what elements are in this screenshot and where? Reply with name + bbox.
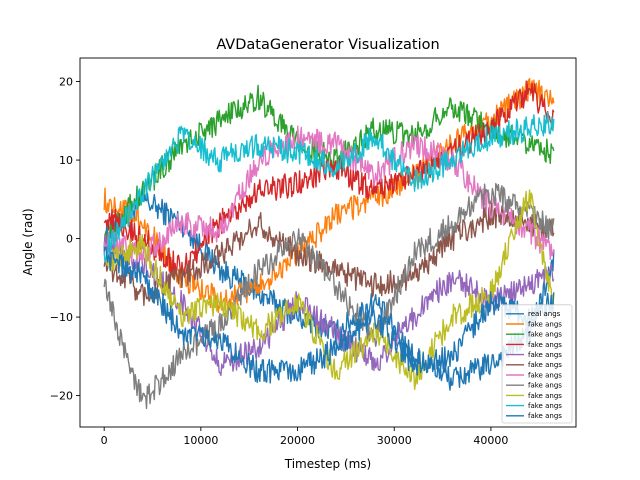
chart-title: AVDataGenerator Visualization bbox=[216, 37, 439, 53]
y-tick-label: 20 bbox=[59, 76, 73, 89]
legend-label: fake angs bbox=[528, 382, 562, 390]
x-tick-label: 0 bbox=[101, 434, 108, 447]
legend: real angs fake angs fake angs fake angs fake… bbox=[501, 304, 573, 424]
y-tick-label: 0 bbox=[66, 233, 73, 246]
x-tick-label: 20000 bbox=[280, 434, 315, 447]
x-axis-ticks: 0 10000 20000 30000 40000 bbox=[101, 427, 508, 447]
legend-label: real angs bbox=[528, 310, 561, 318]
legend-label: fake angs bbox=[528, 402, 562, 410]
plot-frame bbox=[79, 57, 577, 428]
series-line-7 bbox=[103, 125, 555, 264]
legend-label: fake angs bbox=[528, 351, 562, 359]
y-axis-label: Angle (rad) bbox=[21, 208, 35, 275]
series-layer bbox=[103, 77, 555, 410]
y-axis-ticks: −20 −10 0 10 20 bbox=[50, 76, 80, 403]
legend-label: fake angs bbox=[528, 361, 562, 369]
y-tick-label: −20 bbox=[50, 390, 73, 403]
series-line-6 bbox=[103, 202, 555, 306]
legend-label: fake angs bbox=[528, 412, 562, 420]
x-tick-label: 40000 bbox=[473, 434, 508, 447]
x-tick-label: 10000 bbox=[183, 434, 218, 447]
series-line-11 bbox=[103, 246, 555, 384]
legend-label: fake angs bbox=[528, 331, 562, 339]
legend-label: fake angs bbox=[528, 341, 562, 349]
legend-label: fake angs bbox=[528, 371, 562, 379]
x-axis-label: Timestep (ms) bbox=[284, 457, 371, 471]
legend-label: fake angs bbox=[528, 392, 562, 400]
series-line-10 bbox=[103, 111, 555, 263]
x-tick-label: 30000 bbox=[377, 434, 412, 447]
y-tick-label: −10 bbox=[50, 311, 73, 324]
series-line-8 bbox=[103, 182, 555, 410]
legend-label: fake angs bbox=[528, 320, 562, 328]
y-tick-label: 10 bbox=[59, 154, 73, 167]
